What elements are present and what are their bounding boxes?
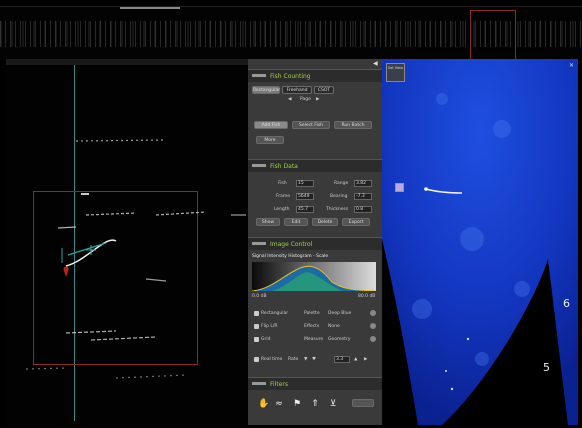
rate-up-icon[interactable]: ▲ <box>354 357 358 362</box>
filter-apply-button[interactable] <box>352 399 374 407</box>
rectangular-label: Rectangular <box>261 311 289 316</box>
tab-freehand[interactable]: Freehand <box>282 86 312 94</box>
fish-counting-header[interactable]: Fish Counting <box>248 69 382 82</box>
palette-knob-icon[interactable] <box>370 310 376 316</box>
palette-value[interactable]: Deep Blue <box>328 311 352 316</box>
intensity-histogram[interactable] <box>252 262 376 291</box>
rate-heart-icon: ♥ <box>312 357 317 362</box>
rate-play-icon[interactable]: ▶ <box>364 357 368 362</box>
select-fish-button[interactable]: Select Fish <box>292 121 330 129</box>
edit-button[interactable]: Edit <box>284 218 308 226</box>
wave-icon[interactable]: ≈ <box>275 399 283 409</box>
fish-data-title: Fish Data <box>270 163 298 170</box>
tab-rectangular[interactable]: Rectangular <box>252 86 281 94</box>
measure-value[interactable]: Geometry <box>328 337 351 342</box>
thickness-value[interactable]: 0.8 <box>354 206 372 213</box>
grip-icon <box>252 242 266 245</box>
delete-button[interactable]: Delete <box>312 218 338 226</box>
filters-header[interactable]: Filters <box>248 377 382 390</box>
echogram-detail[interactable] <box>6 59 248 427</box>
more-button[interactable]: More <box>256 136 284 144</box>
target-marker[interactable] <box>395 183 404 192</box>
fish-label: Fish <box>278 181 287 186</box>
page-label: Page <box>300 97 311 102</box>
rate-value[interactable]: 3.3 <box>334 356 350 363</box>
flip-label: Flip L/R <box>261 324 278 329</box>
rate-down-icon[interactable]: ▼ <box>304 357 308 362</box>
grip-icon <box>252 74 266 77</box>
rate-label: Rate <box>288 357 299 362</box>
show-button[interactable]: Show <box>256 218 280 226</box>
hand-icon[interactable]: ✋ <box>258 399 270 409</box>
panel-collapse-arrow-icon[interactable]: ◀ <box>373 60 378 67</box>
histogram-label: Signal Intensity Histogram - Scale <box>252 254 329 259</box>
range-value[interactable]: 3.82 <box>354 180 372 187</box>
measure-label: Measure <box>304 337 324 342</box>
histogram-plot <box>252 265 376 291</box>
grip-icon <box>252 164 266 167</box>
frame-value[interactable]: 5649 <box>296 193 314 200</box>
overview-scroll-thumb[interactable] <box>120 7 180 9</box>
filter-icon[interactable]: ⊻ <box>329 399 337 409</box>
filters-title: Filters <box>270 381 288 388</box>
page-prev-icon[interactable]: ◀ <box>288 97 292 102</box>
tab-csot[interactable]: CSOT <box>314 86 334 94</box>
fish-value[interactable]: 15 <box>296 180 314 187</box>
bearing-value[interactable]: -7.3 <box>354 193 372 200</box>
rectangular-checkbox[interactable] <box>254 311 259 316</box>
fish-counting-title: Fish Counting <box>270 73 311 80</box>
echogram-overview[interactable] <box>0 6 582 59</box>
grip-icon <box>252 382 266 385</box>
effects-value[interactable]: None <box>328 324 340 329</box>
hist-max-label: 80.0 dB <box>358 294 376 299</box>
overview-selection-box[interactable] <box>470 10 516 59</box>
flip-checkbox[interactable] <box>254 324 259 329</box>
echogram-noise <box>0 21 582 47</box>
hist-min-label: 0.0 dB <box>252 294 267 299</box>
effects-label: Effects <box>304 324 320 329</box>
run-batch-button[interactable]: Run Batch <box>334 121 372 129</box>
range-mark-6: 6 <box>563 297 570 310</box>
length-label: Length <box>274 207 290 212</box>
echogram-traces <box>25 139 246 379</box>
range-mark-5: 5 <box>543 361 550 374</box>
fish-icon[interactable]: ⚑ <box>292 399 302 409</box>
grid-label: Grid <box>261 337 271 342</box>
frame-cursor-line[interactable] <box>74 65 75 421</box>
add-fish-button[interactable]: Add Fish <box>254 121 288 129</box>
image-control-title: Image Control <box>270 241 313 248</box>
length-value[interactable]: 45.7 <box>296 206 314 213</box>
set-view-button[interactable]: Set View <box>386 63 405 82</box>
page-next-icon[interactable]: ▶ <box>316 97 320 102</box>
control-panel: ◀ Fish Counting Rectangular Freehand CSO… <box>248 59 382 425</box>
fish-data-header[interactable]: Fish Data <box>248 159 382 172</box>
image-control-header[interactable]: Image Control <box>248 237 382 250</box>
grid-checkbox[interactable] <box>254 337 259 342</box>
zoom-selection-box[interactable] <box>33 191 198 365</box>
effects-knob-icon[interactable] <box>370 323 376 329</box>
measure-knob-icon[interactable] <box>370 336 376 342</box>
thickness-label: Thickness <box>326 207 349 212</box>
sonar-view[interactable]: Set View ✕ 6 5 <box>382 59 578 425</box>
realtime-checkbox[interactable] <box>254 357 259 362</box>
realtime-label: Real time <box>261 357 283 362</box>
sonar-beam <box>382 59 578 425</box>
arrow-icon[interactable]: ⇑ <box>311 399 319 409</box>
bearing-label: Bearing <box>330 194 348 199</box>
palette-label: Palette <box>304 311 320 316</box>
range-label: Range <box>334 181 349 186</box>
frame-label: Frame <box>276 194 291 199</box>
export-button[interactable]: Export <box>342 218 370 226</box>
sonar-close-icon[interactable]: ✕ <box>568 62 574 69</box>
